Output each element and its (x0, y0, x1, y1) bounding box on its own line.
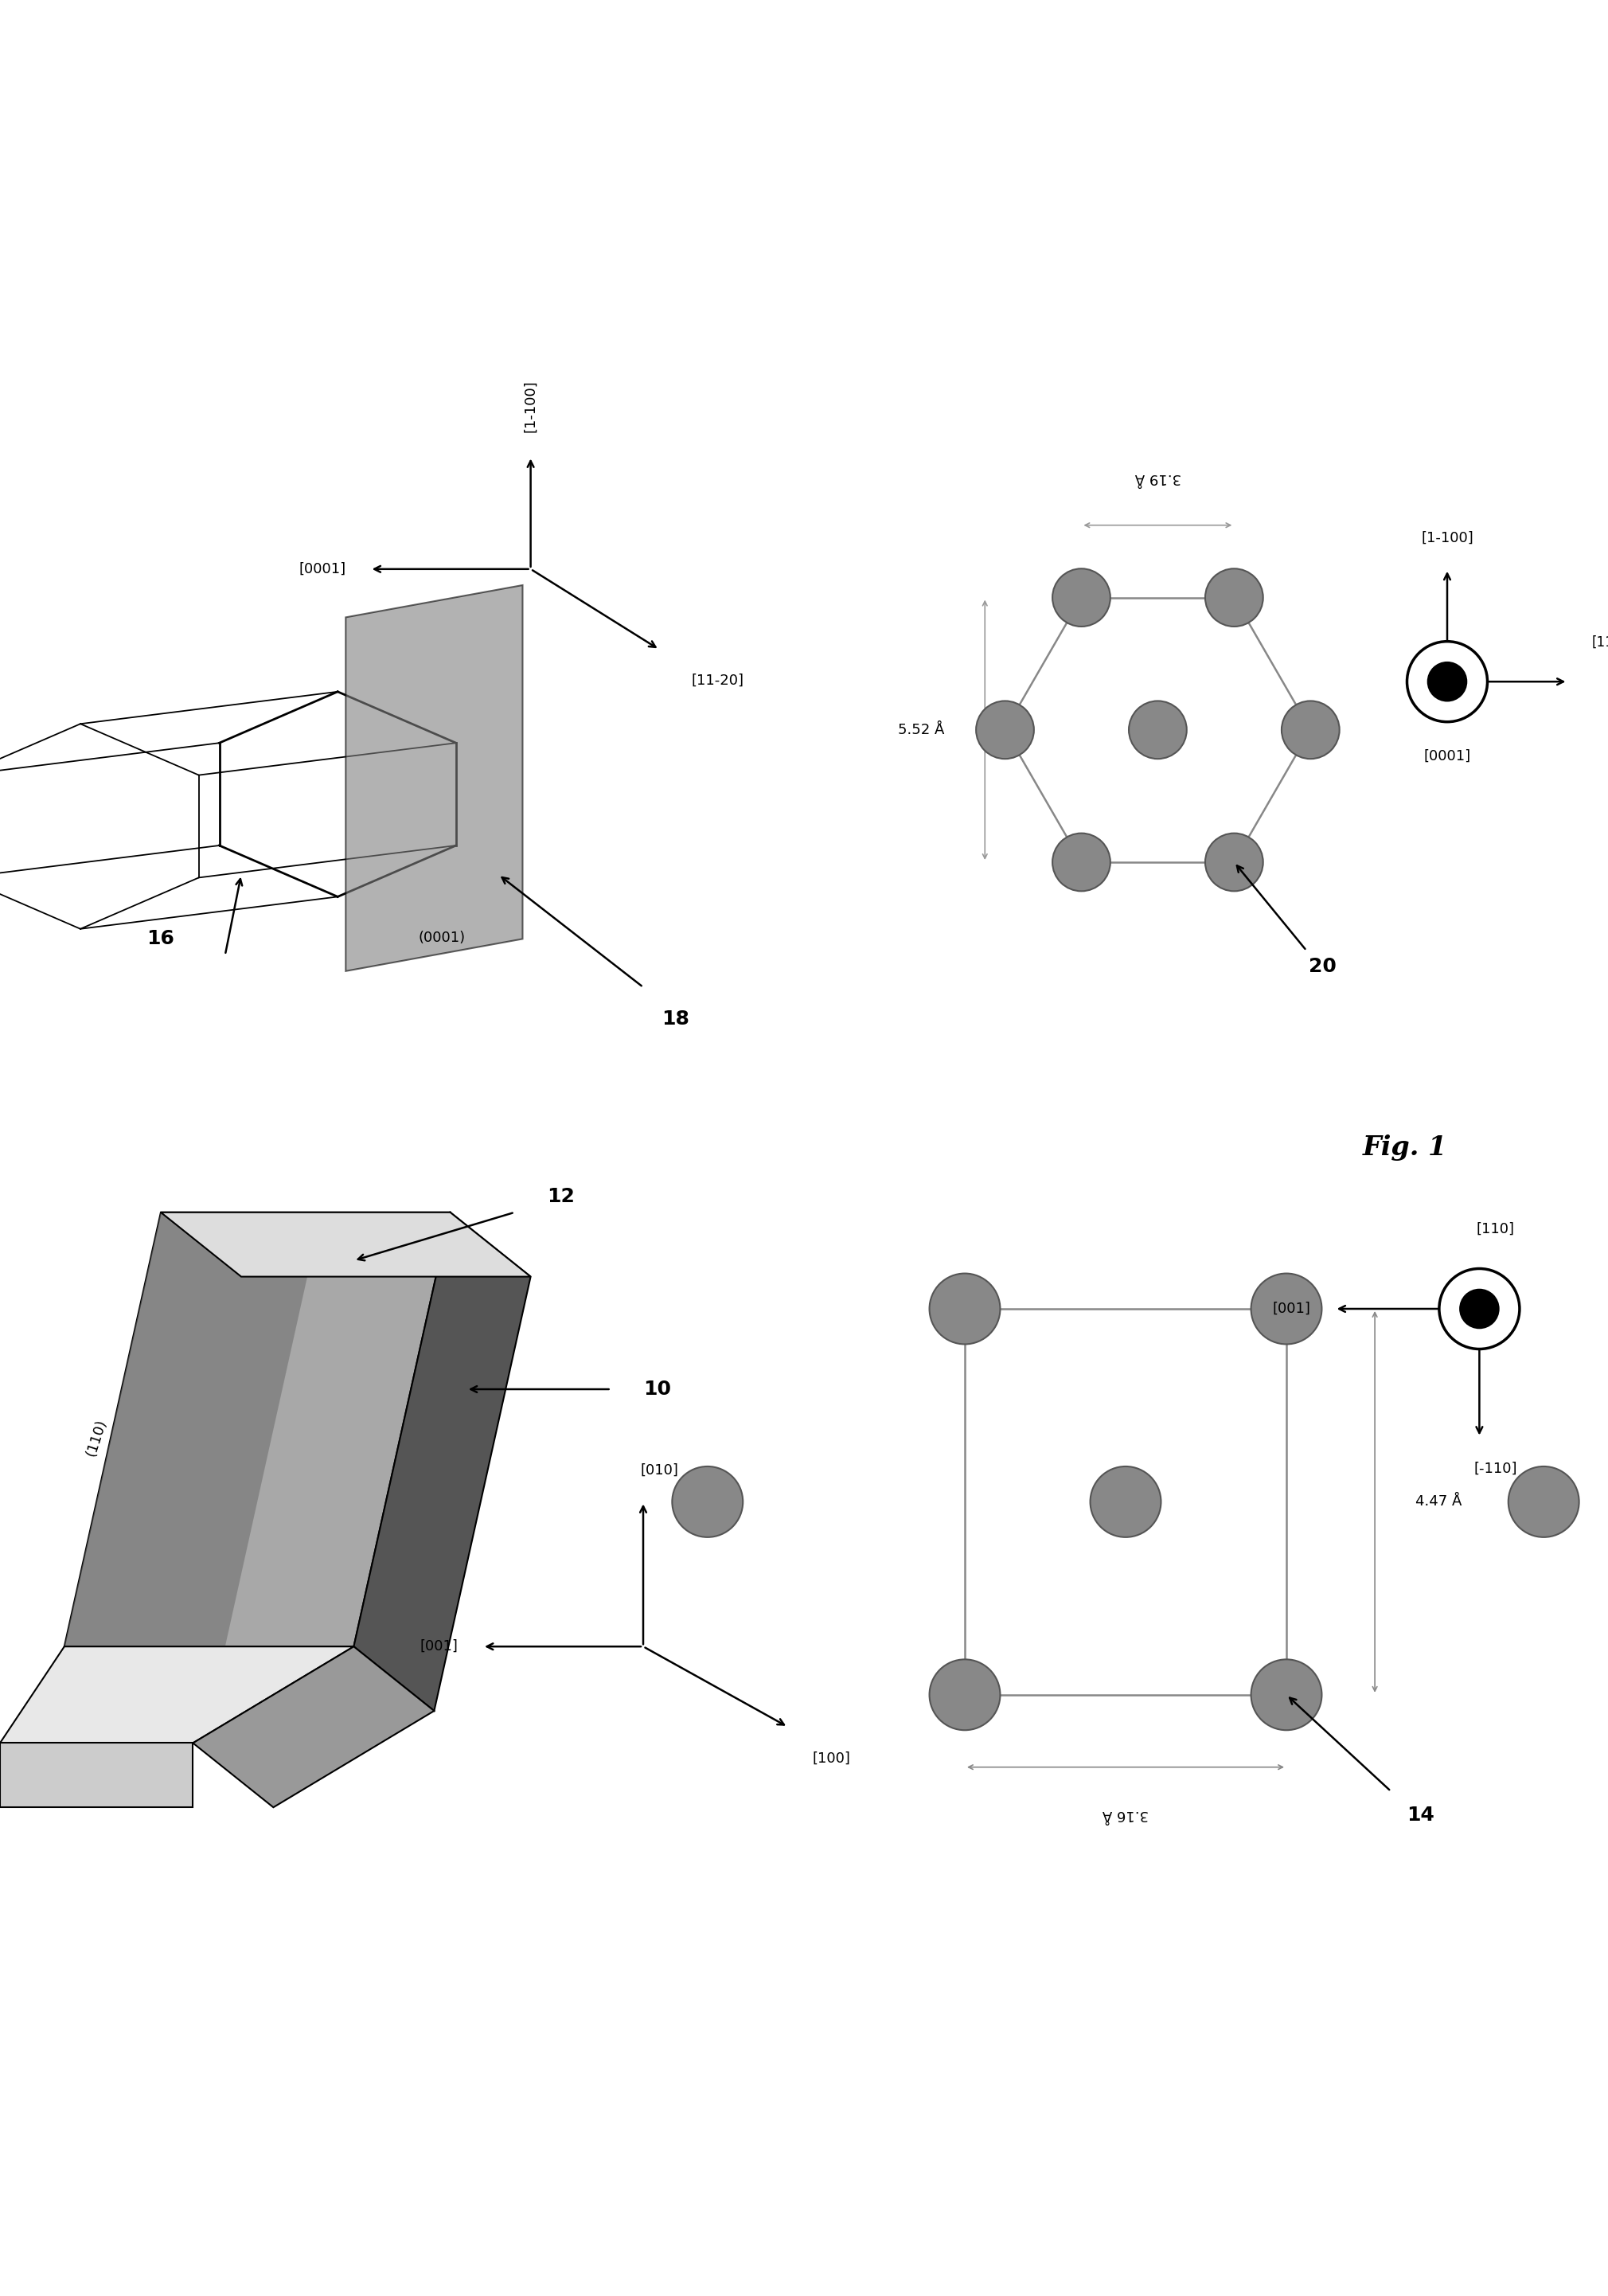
Circle shape (1251, 1274, 1322, 1343)
Text: [100]: [100] (812, 1752, 851, 1766)
Text: 10: 10 (643, 1380, 671, 1398)
Text: [001]: [001] (1272, 1302, 1311, 1316)
Text: [11-20]: [11-20] (1592, 636, 1608, 650)
Polygon shape (161, 1212, 531, 1277)
Text: [1-100]: [1-100] (524, 381, 537, 432)
Text: 20: 20 (1309, 957, 1336, 976)
Circle shape (1251, 1660, 1322, 1731)
Text: (0001): (0001) (418, 930, 466, 946)
Text: 5.52 Å: 5.52 Å (899, 723, 946, 737)
Circle shape (1428, 661, 1466, 700)
Polygon shape (346, 585, 523, 971)
Polygon shape (64, 1212, 322, 1646)
Circle shape (1053, 569, 1110, 627)
Circle shape (1460, 1290, 1499, 1327)
Circle shape (1282, 700, 1339, 758)
Circle shape (672, 1467, 743, 1538)
Circle shape (1129, 700, 1187, 758)
Text: [11-20]: [11-20] (691, 673, 745, 689)
Circle shape (1206, 569, 1262, 627)
Text: [001]: [001] (420, 1639, 458, 1653)
Polygon shape (64, 1212, 450, 1646)
Polygon shape (354, 1212, 531, 1711)
Text: [110]: [110] (1476, 1221, 1515, 1238)
Text: 3.19 Å: 3.19 Å (1135, 471, 1180, 484)
Circle shape (929, 1660, 1000, 1731)
Text: [0001]: [0001] (1423, 748, 1471, 765)
Circle shape (1206, 833, 1262, 891)
Text: Fig. 1: Fig. 1 (1362, 1134, 1447, 1162)
Text: [010]: [010] (640, 1463, 679, 1479)
Polygon shape (0, 1743, 193, 1807)
Text: 14: 14 (1407, 1807, 1434, 1825)
Text: [0001]: [0001] (299, 563, 346, 576)
Text: [-110]: [-110] (1475, 1463, 1516, 1476)
Text: (110): (110) (84, 1417, 109, 1458)
Text: 16: 16 (146, 930, 175, 948)
Text: 18: 18 (661, 1010, 690, 1029)
Circle shape (1407, 641, 1487, 721)
Circle shape (1439, 1270, 1520, 1350)
Polygon shape (193, 1646, 434, 1807)
Circle shape (1052, 833, 1110, 891)
Circle shape (976, 700, 1034, 758)
Text: 4.47 Å: 4.47 Å (1415, 1495, 1462, 1508)
Circle shape (1090, 1467, 1161, 1538)
Circle shape (1508, 1467, 1579, 1538)
Text: 12: 12 (547, 1187, 574, 1205)
Text: 3.16 Å: 3.16 Å (1103, 1807, 1148, 1821)
Text: [1-100]: [1-100] (1421, 530, 1473, 544)
Circle shape (929, 1274, 1000, 1343)
Polygon shape (0, 1646, 354, 1743)
